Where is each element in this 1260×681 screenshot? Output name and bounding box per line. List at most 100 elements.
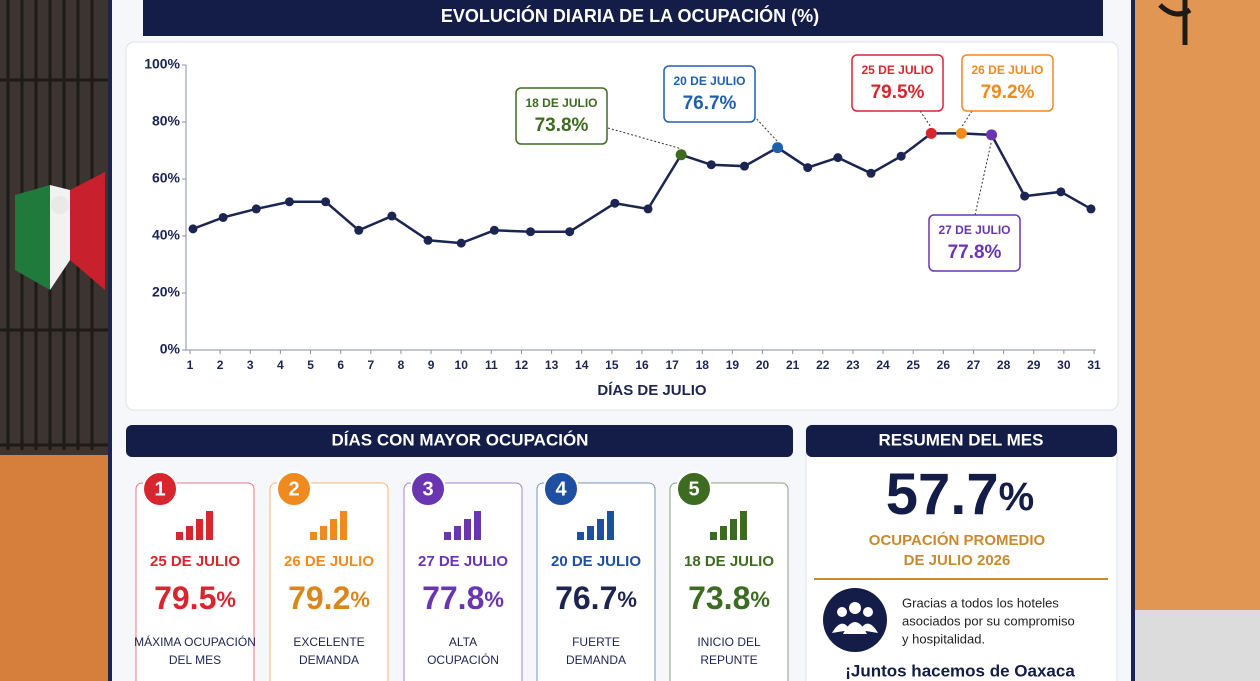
day-value-number: 79.5 [154,580,216,616]
bar-icon [176,532,183,540]
x-tick-label: 3 [247,358,254,372]
day-date: 26 DE JULIO [284,553,374,570]
day-card [403,482,523,681]
x-tick-label: 16 [635,358,649,372]
annotation-arrow [607,127,682,150]
day-card [669,482,789,681]
x-axis-title: DÍAS DE JULIO [597,382,707,399]
bar-icon [454,526,461,540]
point [423,235,433,245]
bar-icon [196,519,203,540]
bar-icon [710,532,717,540]
day-value-unit: % [750,587,770,612]
day-value: 73.8% [688,580,770,616]
point [565,227,575,237]
bar-icon [330,519,337,540]
day-card [536,482,656,681]
moulding [1133,610,1260,681]
x-tick-label: 30 [1057,358,1071,372]
x-tick-label: 9 [428,358,435,372]
point [739,161,749,171]
day-description: ALTA [449,635,477,649]
bar-icon [310,532,317,540]
x-tick-label: 19 [726,358,740,372]
day-description: INICIO DEL [697,635,761,649]
annotation-arrow [919,110,932,128]
day-value-unit: % [484,587,504,612]
point [833,153,843,163]
rank-badge [410,471,446,507]
rank-badge [142,471,178,507]
point [643,204,653,214]
day-value: 77.8% [422,580,504,616]
x-tick-label: 2 [217,358,224,372]
bar-icon [587,526,594,540]
x-tick-label: 31 [1087,358,1101,372]
point [354,225,364,235]
point [610,198,620,208]
top-days-title: DÍAS CON MAYOR OCUPACIÓN [332,430,589,449]
day-value-number: 76.7 [555,580,617,616]
annotation-value: 77.8% [948,242,1002,263]
point [986,129,998,141]
y-tick-label: 100% [144,56,180,72]
x-tick-label: 21 [786,358,800,372]
x-tick-label: 22 [816,358,830,372]
rank-badge [276,471,312,507]
annotation-date: 27 DE JULIO [938,223,1010,237]
lamp-bracket [1158,0,1192,45]
bar-icon [340,511,347,540]
point [896,151,906,161]
chart-card [125,41,1119,411]
x-tick-label: 12 [515,358,529,372]
day-value-number: 77.8 [422,580,484,616]
x-tick-label: 27 [967,358,981,372]
annotation-box [961,54,1054,112]
wall-left [0,455,110,681]
wall-right [1133,0,1260,681]
x-tick-label: 15 [605,358,619,372]
point [675,149,687,161]
point [955,127,967,139]
day-card [135,482,255,681]
x-tick-label: 17 [665,358,679,372]
x-tick-label: 29 [1027,358,1041,372]
summary-bar [806,425,1117,457]
rank-number: 5 [688,478,699,500]
x-tick-label: 24 [876,358,890,372]
summary-value-unit: % [999,475,1035,519]
summary-title: RESUMEN DEL MES [879,430,1044,449]
annotation-box [928,214,1021,272]
rank-badge [543,471,579,507]
x-tick-label: 4 [277,358,284,372]
bar-icon [186,526,193,540]
y-tick-label: 40% [152,227,181,243]
day-description: EXCELENTE [293,635,364,649]
day-card [269,482,389,681]
day-date: 20 DE JULIO [551,553,641,570]
point [803,163,813,173]
bar-icon [740,511,747,540]
y-tick-label: 20% [152,284,181,300]
point [866,168,876,178]
x-tick-label: 23 [846,358,860,372]
bar-icon [597,519,604,540]
x-tick-label: 20 [756,358,770,372]
point [456,238,466,248]
x-tick-label: 5 [307,358,314,372]
point [188,224,198,234]
day-description: DEMANDA [299,653,359,667]
day-description: DEMANDA [566,653,626,667]
x-tick-label: 25 [907,358,921,372]
x-tick-label: 11 [485,358,498,372]
bar-icon [320,526,327,540]
point [387,211,397,221]
x-tick-label: 8 [398,358,405,372]
point [526,227,536,237]
day-date: 18 DE JULIO [684,553,774,570]
people-icon-figures [832,602,878,634]
summary-message: Gracias a todos los hoteles [902,595,1059,610]
people-icon [823,588,887,652]
day-description: DEL MES [169,653,221,667]
